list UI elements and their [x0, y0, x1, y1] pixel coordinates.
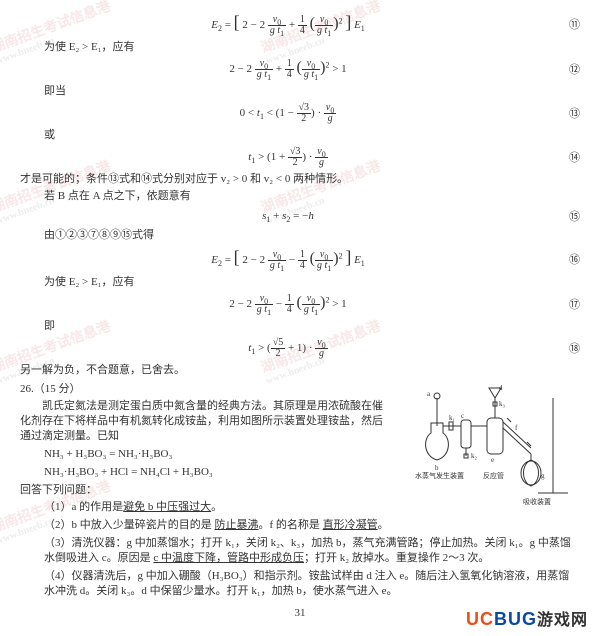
eqn-number: ⑮: [556, 208, 580, 224]
eqn-number: ⑬: [556, 105, 580, 121]
q26-title: 26.（15 分）: [20, 382, 580, 397]
equation-13: 0 < t1 < (1 − √32) · v0g ⑬: [20, 103, 580, 124]
equation-15: s1 + s2 = −h ⑮: [20, 208, 580, 224]
text-line: 为使 E₂ > E₁，应有: [20, 275, 580, 290]
text-line: 若 B 点在 A 点之下，依题意有: [20, 189, 580, 204]
q26-answer-3: （3）清洗仪器：g 中加蒸馏水；打开 k₁，关闭 k₂、k₃，加热 b，蒸气充满…: [20, 536, 580, 566]
equation-18: t1 > (√52 + 1) · v0g ⑱: [20, 338, 580, 359]
equation-17: 2 − 2 v0g t1 − 14 (v0g t1)2 > 1 ⑰: [20, 294, 580, 315]
eqn-number: ⑰: [556, 296, 580, 312]
text-line: 另一解为负，不合题意，已舍去。: [20, 363, 580, 378]
eqn-number: ⑱: [556, 340, 580, 356]
equation-12: 2 − 2 v0g t1 + 14 (v0g t1)2 > 1 ⑫: [20, 59, 580, 80]
text-line: 为使 E₂ > E₁，应有: [20, 40, 580, 55]
q26-eq2: NH₃·H₃BO₃ + HCl = NH₄Cl + H₃BO₃: [20, 465, 390, 480]
equation-16: E2 = [ 2 − 2 v0g t1 − 14 (v0g t1)2 ] E1 …: [20, 247, 580, 271]
q26-answer-1: （1）a 的作用是避免 b 中压强过大。: [20, 500, 580, 515]
equation-14: t1 > (1 + √32) · v0g ⑭: [20, 147, 580, 168]
eqn-number: ⑯: [556, 251, 580, 267]
q26-para: 凯氏定氮法是测定蛋白质中氮含量的经典方法。其原理是用浓硫酸在催化剂存在下将样品中…: [20, 399, 390, 444]
text-line: 即: [20, 319, 580, 334]
page-content: E2 = [ 2 − 2 v0g t1 + 14 (v0g t1)2 ] E1 …: [20, 12, 580, 619]
text-line: 才是可能的；条件⑬式和⑭式分别对应于 v₂ > 0 和 v₂ < 0 两种情形。: [20, 172, 580, 187]
text-line: 即当: [20, 84, 580, 99]
page-number: 31: [20, 607, 580, 619]
eqn-number: ⑪: [556, 16, 580, 32]
q26-answer-2: （2）b 中放入少量碎瓷片的目的是 防止暴沸。f 的名称是 直形冷凝管。: [20, 518, 580, 533]
eqn-number: ⑫: [556, 61, 580, 77]
eqn-number: ⑭: [556, 149, 580, 165]
q26-eq1: NH₃ + H₃BO₃ = NH₃·H₃BO₃: [20, 447, 390, 462]
text-line: 或: [20, 128, 580, 143]
text-line: 由①②③⑦⑧⑨⑮式得: [20, 228, 580, 243]
equation-11: E2 = [ 2 − 2 v0g t1 + 14 (v0g t1)2 ] E1 …: [20, 12, 580, 36]
q26-answer-4: （4）仪器清洗后，g 中加入硼酸（H₃BO₃）和指示剂。铵盐试样由 d 注入 e…: [20, 569, 580, 599]
q26-para: 回答下列问题：: [20, 483, 390, 498]
